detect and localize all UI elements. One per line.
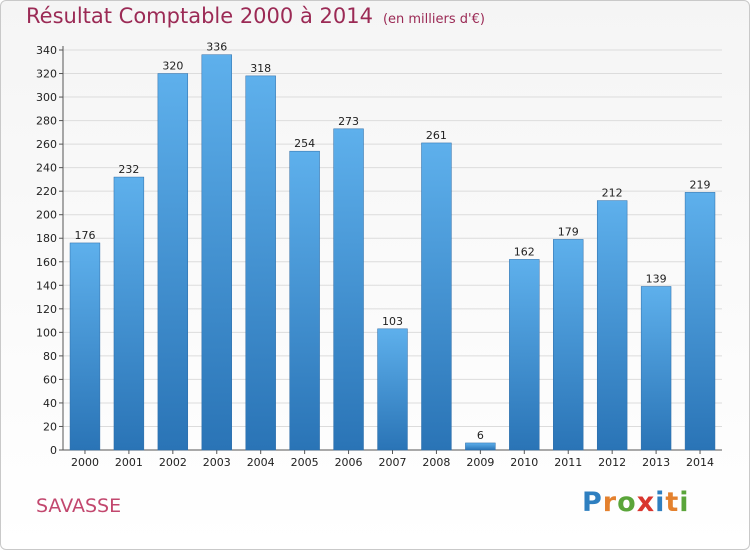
logo-letter: i xyxy=(679,487,690,518)
x-tick-label: 2005 xyxy=(291,456,319,469)
x-tick-label: 2013 xyxy=(642,456,670,469)
value-label: 261 xyxy=(426,129,447,142)
value-label: 212 xyxy=(602,187,623,200)
x-tick-label: 2002 xyxy=(159,456,187,469)
logo-letter: t xyxy=(665,487,680,518)
bar-2001 xyxy=(113,176,145,451)
bar-2004 xyxy=(245,75,276,451)
y-tick-label: 140 xyxy=(36,279,57,292)
x-tick-label: 2000 xyxy=(71,456,99,469)
bar-2013 xyxy=(640,286,672,451)
bar-2002 xyxy=(157,73,189,451)
logo-letter: r xyxy=(602,487,618,518)
chart-subtitle: (en milliers d'€) xyxy=(382,12,485,27)
x-tick-label: 2010 xyxy=(510,456,538,469)
y-tick-label: 180 xyxy=(36,232,57,245)
y-tick-label: 200 xyxy=(36,209,57,222)
value-label: 320 xyxy=(162,60,183,73)
x-tick-label: 2009 xyxy=(466,456,494,469)
y-tick-label: 100 xyxy=(36,326,57,339)
y-tick-label: 300 xyxy=(36,91,57,104)
y-tick-label: 220 xyxy=(36,185,57,198)
x-tick-label: 2003 xyxy=(203,456,231,469)
chart-title: Résultat Comptable 2000 à 2014 (en millie… xyxy=(26,4,485,28)
y-tick-label: 160 xyxy=(36,256,57,269)
x-tick-label: 2007 xyxy=(379,456,407,469)
logo-letter: x xyxy=(636,487,656,518)
y-tick-label: 80 xyxy=(43,350,57,363)
y-tick-label: 20 xyxy=(43,420,57,433)
y-tick-label: 120 xyxy=(36,303,57,316)
value-label: 103 xyxy=(382,315,403,328)
bar-2003 xyxy=(201,54,232,451)
commune-name: SAVASSE xyxy=(36,495,122,517)
y-tick-label: 0 xyxy=(50,444,57,457)
x-tick-label: 2004 xyxy=(247,456,275,469)
bar-2011 xyxy=(553,239,584,451)
value-label: 232 xyxy=(118,163,139,176)
bar-2007 xyxy=(377,328,408,451)
x-tick-label: 2011 xyxy=(554,456,582,469)
logo-letter: i xyxy=(655,487,666,518)
y-tick-label: 40 xyxy=(43,397,57,410)
value-label: 336 xyxy=(206,41,227,54)
value-label: 318 xyxy=(250,62,271,75)
bar-2010 xyxy=(509,259,540,451)
bar-2014 xyxy=(684,192,716,451)
bar-2005 xyxy=(289,150,320,451)
value-label: 219 xyxy=(690,178,711,191)
y-tick-label: 280 xyxy=(36,115,57,128)
x-tick-label: 2008 xyxy=(422,456,450,469)
x-tick-label: 2014 xyxy=(686,456,714,469)
chart-title-text: Résultat Comptable 2000 à 2014 xyxy=(26,4,373,28)
value-label: 179 xyxy=(558,225,579,238)
y-tick-label: 260 xyxy=(36,138,57,151)
x-tick-label: 2012 xyxy=(598,456,626,469)
logo-letter: o xyxy=(617,487,637,518)
value-label: 139 xyxy=(646,272,667,285)
y-tick-label: 320 xyxy=(36,68,57,81)
bars xyxy=(69,54,716,451)
y-tick-label: 340 xyxy=(36,44,57,57)
logo-letter: P xyxy=(582,487,603,518)
bar-2008 xyxy=(421,142,452,451)
bar-2012 xyxy=(596,200,628,451)
value-label: 6 xyxy=(477,429,484,442)
proxiti-logo: Proxiti xyxy=(582,487,690,518)
y-tick-label: 60 xyxy=(43,373,57,386)
x-tick-label: 2006 xyxy=(335,456,363,469)
value-label: 254 xyxy=(294,137,315,150)
value-label: 162 xyxy=(514,245,535,258)
labels: 0 20 40 60 80 100 120 140 160 180 200 220 240 260 280 3… xyxy=(36,41,714,469)
value-label: 273 xyxy=(338,115,359,128)
y-tick-label: 240 xyxy=(36,162,57,175)
bar-2000 xyxy=(69,242,101,451)
x-tick-label: 2001 xyxy=(115,456,143,469)
value-label: 176 xyxy=(74,229,95,242)
bar-2006 xyxy=(333,128,364,451)
bar-2009 xyxy=(465,442,496,451)
